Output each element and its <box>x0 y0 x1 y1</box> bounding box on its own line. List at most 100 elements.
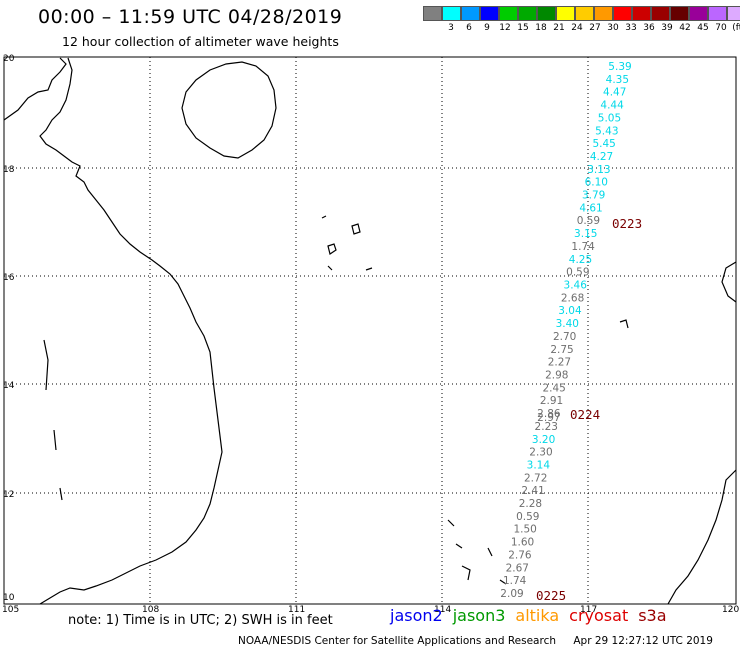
track-value-label: 5.45 <box>592 138 615 150</box>
track-value-label: 2.91 <box>540 395 563 407</box>
legend-swatch <box>594 6 613 21</box>
track-value-label: 2.72 <box>524 472 547 484</box>
track-value-label: 3.13 <box>587 164 610 176</box>
legend-swatch <box>670 6 689 21</box>
latitude-label: 10 <box>3 593 15 603</box>
track-value-label: 2.98 <box>545 369 568 381</box>
track-value-label: 5.43 <box>595 125 618 137</box>
track-value-label: 4.47 <box>603 87 626 99</box>
graticule-grid <box>4 57 736 604</box>
track-time-label: 0224 <box>570 407 600 422</box>
track-value-label: 2.45 <box>542 382 565 394</box>
legend-label: 70 <box>715 23 727 33</box>
track-value-label: 5.05 <box>598 112 621 124</box>
track-value-label: 2.97 <box>537 412 560 424</box>
color-scale-legend <box>423 6 740 21</box>
legend-swatch <box>708 6 727 21</box>
legend-swatch <box>727 6 740 21</box>
coastline-mainland <box>3 57 223 605</box>
track-value-label: 2.27 <box>548 357 571 369</box>
track-value-label: 1.50 <box>513 524 536 536</box>
legend-label: 27 <box>589 23 601 33</box>
longitude-label: 108 <box>142 605 159 615</box>
legend-swatch <box>499 6 518 21</box>
legend-label: 18 <box>535 23 547 33</box>
track-value-label: 2.70 <box>553 331 576 343</box>
satellite-legend: jason2 jason3 altika cryosat s3a <box>390 606 677 625</box>
chart-subtitle: 12 hour collection of altimeter wave hei… <box>62 34 339 49</box>
track-value-label: 4.27 <box>590 151 613 163</box>
track-value-label: 4.25 <box>569 254 592 266</box>
coastline-east <box>667 261 737 605</box>
legend-swatch <box>461 6 480 21</box>
track-value-label: 1.74 <box>571 241 595 253</box>
legend-label: 21 <box>553 23 565 33</box>
latitude-label: 12 <box>3 490 14 500</box>
track-value-label: 2.86 <box>537 408 561 420</box>
track-value-label: 2.67 <box>506 562 529 574</box>
legend-label: 15 <box>517 23 529 33</box>
satellite-name: jason2 <box>390 606 443 625</box>
track-value-label: 2.76 <box>508 549 532 561</box>
track-value-label: 2.23 <box>535 421 558 433</box>
legend-swatch <box>689 6 708 21</box>
track-value-label: 2.28 <box>519 498 542 510</box>
track-value-label: 3.79 <box>582 190 605 202</box>
track-value-label: 4.61 <box>579 202 602 214</box>
legend-unit: (ft) <box>732 23 740 33</box>
legend-swatch <box>575 6 594 21</box>
coastline <box>3 57 737 605</box>
legend-swatch <box>651 6 670 21</box>
longitude-label: 114 <box>434 605 451 615</box>
legend-label: 24 <box>571 23 583 33</box>
credit-text: NOAA/NESDIS Center for Satellite Applica… <box>238 635 556 647</box>
track-time-label: 0225 <box>536 588 566 603</box>
legend-swatch <box>632 6 651 21</box>
altimeter-track: 5.394.354.474.445.055.435.454.273.136.10… <box>500 61 642 603</box>
track-value-label: 2.68 <box>561 292 584 304</box>
track-value-label: 0.59 <box>516 511 539 523</box>
latitude-label: 20 <box>3 54 15 64</box>
track-value-label: 1.74 <box>503 575 527 587</box>
track-value-label: 2.75 <box>550 344 573 356</box>
legend-label: 39 <box>661 23 673 33</box>
latitude-label: 16 <box>3 273 15 283</box>
longitude-label: 111 <box>288 605 305 615</box>
longitude-label: 120 <box>722 605 739 615</box>
timestamp-text: Apr 29 12:27:12 UTC 2019 <box>573 635 713 647</box>
latitude-labels: 10 12 14 16 18 20 <box>3 54 15 603</box>
coastline-south-islands <box>43 339 507 585</box>
legend-label: 36 <box>643 23 655 33</box>
coastline-hainan <box>181 61 277 159</box>
longitude-labels: 105 108 111 114 117 120 <box>2 605 739 615</box>
legend-label: 6 <box>466 23 472 33</box>
track-value-label: 3.14 <box>527 459 551 471</box>
legend-swatch <box>613 6 632 21</box>
track-value-label: 2.09 <box>500 588 523 600</box>
legend-swatch <box>518 6 537 21</box>
legend-swatch <box>556 6 575 21</box>
longitude-label: 105 <box>2 605 19 615</box>
track-value-label: 1.60 <box>511 537 534 549</box>
satellite-name: altika <box>515 606 560 625</box>
track-value-label: 3.46 <box>564 280 588 292</box>
track-value-label: 3.20 <box>532 434 555 446</box>
track-value-label: 0.59 <box>566 267 589 279</box>
track-value-label: 6.10 <box>585 177 608 189</box>
latitude-label: 18 <box>3 165 15 175</box>
track-value-label: 5.39 <box>608 61 631 73</box>
track-value-label: 3.04 <box>558 305 582 317</box>
legend-swatch <box>442 6 461 21</box>
legend-label: 30 <box>607 23 619 33</box>
satellite-name: s3a <box>638 606 667 625</box>
legend-label: 12 <box>499 23 511 33</box>
latitude-label: 14 <box>3 381 15 391</box>
track-time-label: 0223 <box>612 216 642 231</box>
track-value-label: 3.40 <box>556 318 579 330</box>
track-value-label: 4.35 <box>606 74 629 86</box>
footer-note: note: 1) Time is in UTC; 2) SWH is in fe… <box>68 613 333 628</box>
map-frame <box>3 56 737 605</box>
legend-label: 33 <box>625 23 637 33</box>
